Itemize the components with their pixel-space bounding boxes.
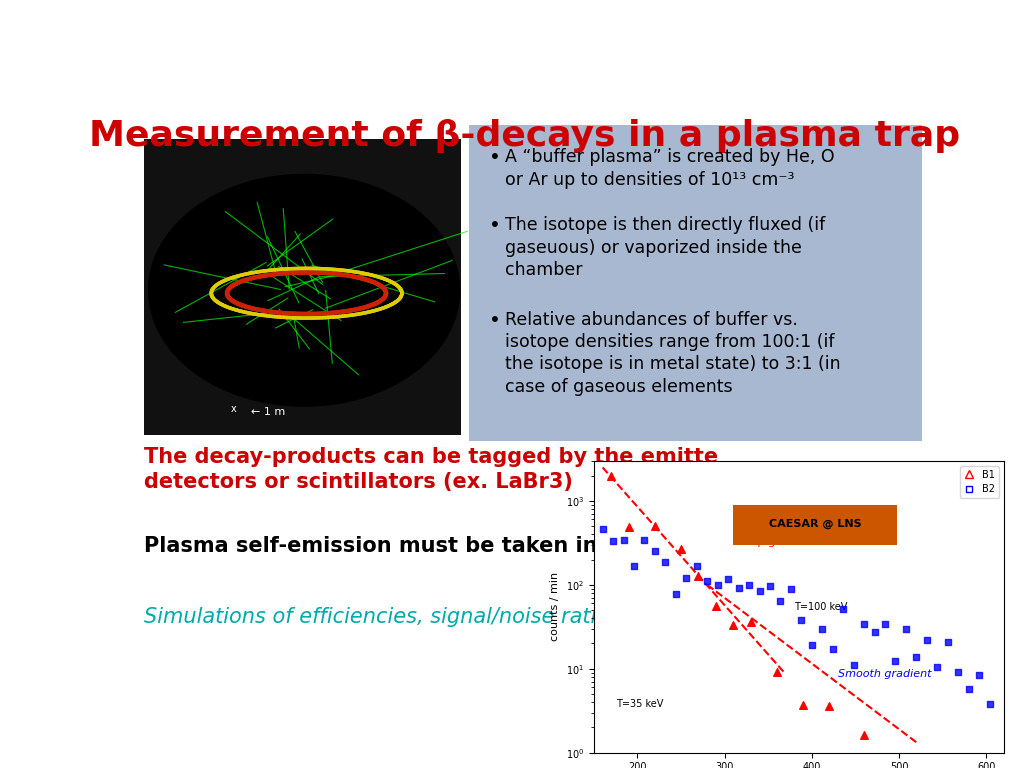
B1 (742, 616, 759, 628)
Text: ← 1 m: ← 1 m (251, 407, 286, 418)
B1 (708, 600, 724, 612)
B2 (668, 588, 684, 600)
B2 (762, 580, 778, 592)
Legend: B1, B2: B1, B2 (961, 465, 998, 498)
B2 (710, 579, 726, 591)
B2 (835, 603, 851, 615)
Text: A “buffer plasma” is created by He, O
or Ar up to densities of 10¹³ cm⁻³: A “buffer plasma” is created by He, O or… (505, 148, 835, 188)
Text: •: • (489, 217, 501, 235)
Circle shape (148, 174, 460, 406)
B2 (971, 669, 987, 681)
B2 (730, 581, 746, 594)
FancyBboxPatch shape (733, 505, 897, 545)
B1 (673, 543, 689, 555)
B2 (626, 560, 642, 572)
Circle shape (147, 175, 458, 406)
B2 (856, 618, 872, 631)
FancyBboxPatch shape (143, 140, 462, 435)
Text: Steep gradient: Steep gradient (733, 537, 816, 547)
Y-axis label: counts / min: counts / min (550, 572, 560, 641)
B2 (908, 650, 925, 663)
B2 (929, 661, 945, 674)
B2 (636, 534, 652, 546)
Text: Plasma self-emission must be taken into accoun: Plasma self-emission must be taken into … (143, 536, 712, 556)
Text: Relative abundances of buffer vs.
isotope densities range from 100:1 (if
the iso: Relative abundances of buffer vs. isotop… (505, 311, 841, 396)
B2 (595, 523, 611, 535)
Text: •: • (489, 311, 501, 330)
B2 (752, 584, 768, 597)
B1 (690, 570, 707, 582)
B2 (877, 617, 893, 630)
B2 (720, 573, 736, 585)
B2 (898, 624, 914, 636)
FancyBboxPatch shape (469, 124, 926, 441)
B2 (814, 623, 830, 635)
Text: Smooth gradient: Smooth gradient (838, 669, 932, 679)
B2 (981, 698, 997, 710)
Text: x: x (231, 405, 237, 415)
B2 (688, 560, 705, 572)
B1 (856, 729, 872, 741)
B2 (657, 556, 674, 568)
B2 (866, 625, 883, 637)
B2 (824, 643, 841, 655)
B2 (615, 534, 632, 546)
Text: The decay-products can be tagged by the emitte
detectors or scintillators (ex. L: The decay-products can be tagged by the … (143, 447, 718, 492)
Text: •: • (489, 148, 501, 167)
B2 (887, 655, 903, 667)
Text: T=35 keV: T=35 keV (615, 699, 664, 709)
B1 (621, 521, 637, 533)
B1 (769, 667, 785, 679)
B1 (647, 519, 664, 531)
FancyBboxPatch shape (143, 127, 465, 432)
Text: CAESAR @ LNS: CAESAR @ LNS (769, 518, 861, 528)
Text: The isotope is then directly fluxed (if
gaseuous) or vaporized inside the
chambe: The isotope is then directly fluxed (if … (505, 217, 825, 279)
B1 (603, 470, 620, 482)
Text: T=100 keV: T=100 keV (795, 602, 848, 612)
B1 (725, 619, 741, 631)
B2 (846, 659, 862, 671)
B1 (821, 700, 838, 713)
B2 (647, 545, 664, 557)
B2 (782, 583, 799, 595)
Text: Measurement of β-decays in a plasma trap: Measurement of β-decays in a plasma trap (89, 119, 961, 153)
B2 (919, 634, 935, 646)
B2 (961, 683, 977, 695)
B2 (804, 639, 820, 651)
B2 (950, 666, 967, 678)
Text: Simulations of efficiencies, signal/noise ratio: Simulations of efficiencies, signal/nois… (143, 607, 609, 627)
B2 (794, 614, 810, 627)
B2 (940, 637, 956, 649)
B2 (740, 579, 757, 591)
B2 (678, 572, 694, 584)
B2 (772, 595, 788, 607)
B1 (795, 698, 811, 710)
B2 (699, 575, 716, 588)
B2 (605, 535, 622, 547)
